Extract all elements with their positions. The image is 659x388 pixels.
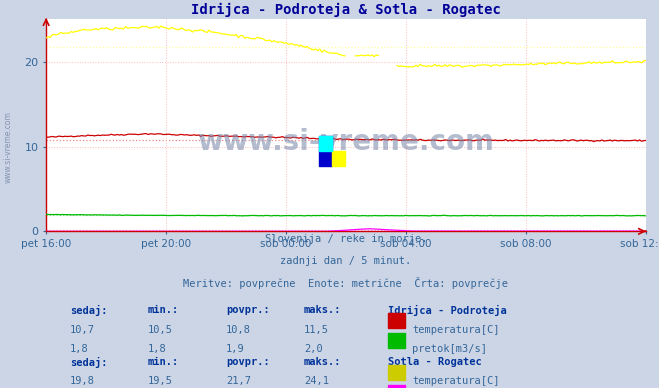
Text: 2,0: 2,0 [304,345,323,354]
Bar [319,136,332,166]
Text: maks.:: maks.: [304,305,341,315]
Title: Idrijca - Podroteja & Sotla - Rogatec: Idrijca - Podroteja & Sotla - Rogatec [191,3,501,17]
Text: 11,5: 11,5 [304,324,329,334]
Text: temperatura[C]: temperatura[C] [412,324,500,334]
Text: min.:: min.: [148,357,179,367]
Text: 1,9: 1,9 [226,345,244,354]
Text: pretok[m3/s]: pretok[m3/s] [412,345,487,354]
Bar [388,333,405,348]
Text: 10,5: 10,5 [148,324,173,334]
Text: www.si-vreme.com: www.si-vreme.com [3,111,13,184]
Bar [388,385,405,388]
Text: maks.:: maks.: [304,357,341,367]
Text: 24,1: 24,1 [304,376,329,386]
Text: www.si-vreme.com: www.si-vreme.com [198,128,494,156]
Text: Slovenija / reke in morje.: Slovenija / reke in morje. [265,234,427,244]
Bar [388,365,405,380]
Text: 1,8: 1,8 [148,345,167,354]
Bar [319,136,332,151]
Text: zadnji dan / 5 minut.: zadnji dan / 5 minut. [280,256,412,266]
Text: sedaj:: sedaj: [70,305,107,316]
Text: 19,8: 19,8 [70,376,95,386]
Text: 10,7: 10,7 [70,324,95,334]
Text: 19,5: 19,5 [148,376,173,386]
Text: 10,8: 10,8 [226,324,251,334]
Text: Sotla - Rogatec: Sotla - Rogatec [388,357,482,367]
Text: povpr.:: povpr.: [226,305,270,315]
Text: Meritve: povprečne  Enote: metrične  Črta: povprečje: Meritve: povprečne Enote: metrične Črta:… [183,277,509,289]
Text: 21,7: 21,7 [226,376,251,386]
Bar [388,313,405,328]
Bar [332,151,345,166]
Text: sedaj:: sedaj: [70,357,107,368]
Text: 1,8: 1,8 [70,345,89,354]
Text: temperatura[C]: temperatura[C] [412,376,500,386]
Text: Idrijca - Podroteja: Idrijca - Podroteja [388,305,507,316]
Text: min.:: min.: [148,305,179,315]
Text: povpr.:: povpr.: [226,357,270,367]
